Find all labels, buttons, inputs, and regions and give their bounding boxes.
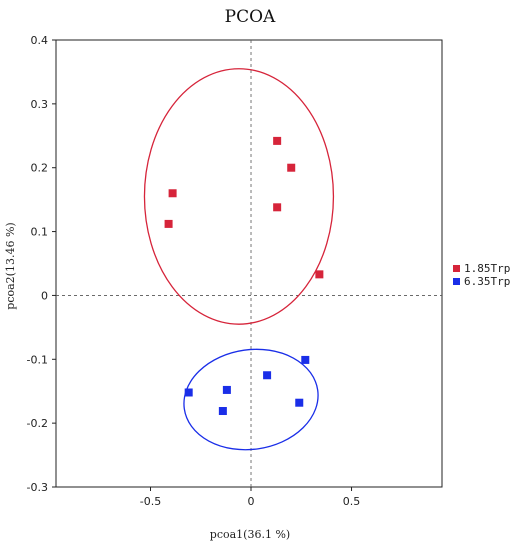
chart-title: PCOA: [225, 7, 276, 27]
data-point-2: [184, 388, 193, 397]
y-tick-label: 0.3: [31, 98, 49, 111]
legend-swatch-2: [453, 278, 460, 285]
y-tick-label: 0.2: [31, 162, 49, 175]
data-point-1: [273, 136, 282, 145]
legend-label-2: 6.35Trp: [464, 275, 510, 288]
plot-area: -0.3 -0.2 -0.1 0 0.1 0.2 0.3 0.4 -0.5 0 0.5: [27, 34, 443, 508]
y-axis-label: pcoa2(13.46 %): [4, 222, 17, 309]
data-point-2: [263, 371, 272, 380]
y-tick-label: 0: [41, 289, 48, 302]
plot-frame: [55, 39, 443, 488]
confidence-ellipse-1: [143, 68, 335, 325]
data-point-2: [301, 355, 310, 364]
data-point-1: [315, 270, 324, 279]
data-point-1: [168, 189, 177, 198]
data-point-1: [164, 219, 173, 228]
y-tick-label: -0.1: [27, 353, 48, 366]
x-tick-label: 0: [248, 495, 255, 508]
data-point-2: [218, 407, 227, 416]
y-tick-label: 0.4: [31, 34, 49, 47]
y-tick-label: -0.3: [27, 481, 48, 494]
x-tick-label: -0.5: [140, 495, 161, 508]
legend-label-1: 1.85Trp: [464, 262, 510, 275]
x-axis-label: pcoa1(36.1 %): [210, 528, 290, 541]
confidence-ellipse-2: [183, 348, 319, 451]
legend-swatch-1: [453, 265, 460, 272]
data-point-2: [222, 385, 231, 394]
x-tick-label: 0.5: [343, 495, 361, 508]
y-tick-label: 0.1: [31, 226, 49, 239]
y-tick-label: -0.2: [27, 417, 48, 430]
data-point-2: [295, 398, 304, 407]
data-point-1: [273, 203, 282, 212]
data-point-1: [287, 163, 296, 172]
